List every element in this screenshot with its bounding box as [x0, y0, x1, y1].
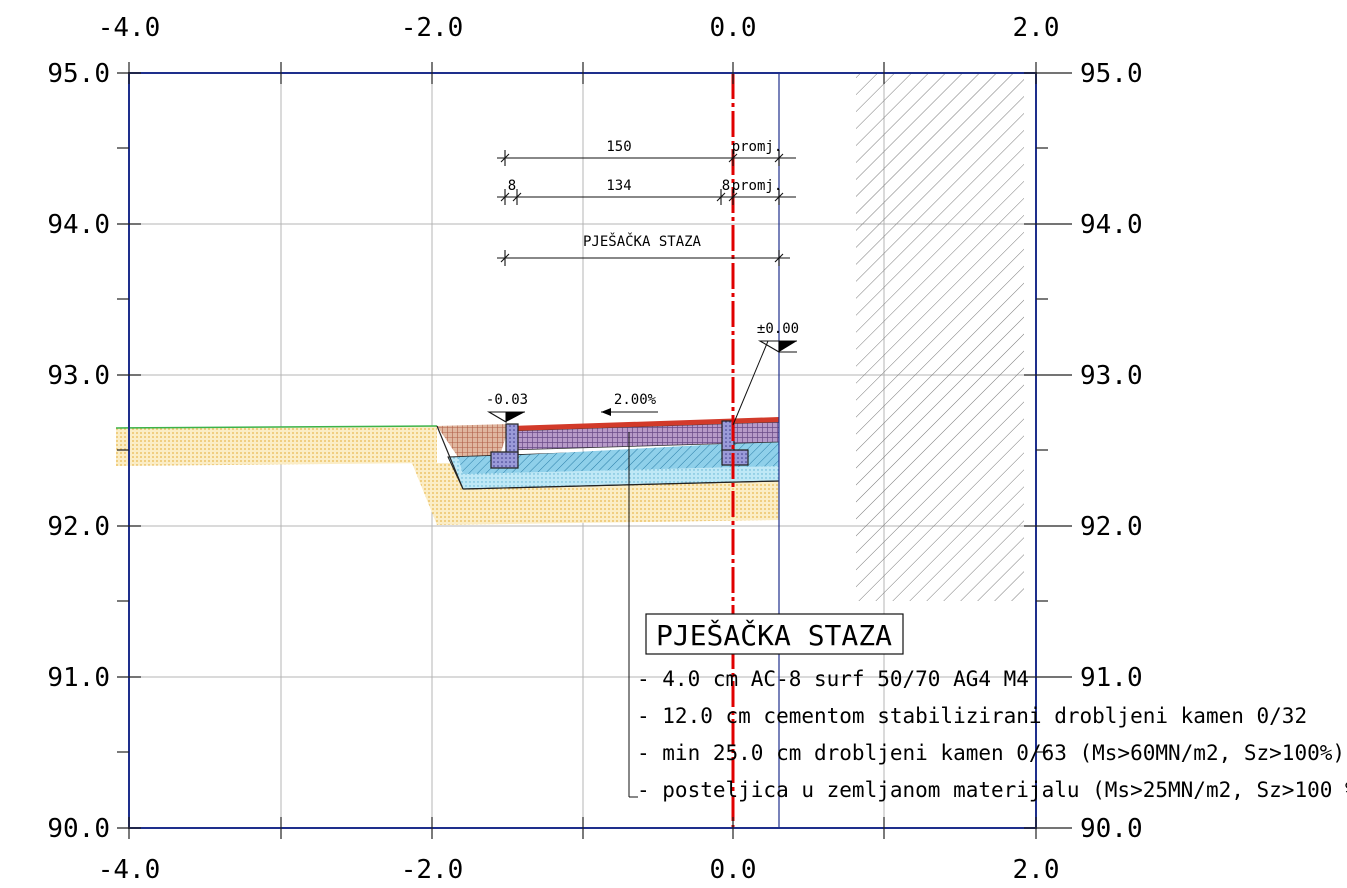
x-tick-top-label: 0.0: [710, 13, 757, 43]
ground-line: [115, 425, 438, 429]
y-tick-left-label: 90.0: [47, 814, 110, 844]
embankment: [116, 424, 779, 525]
dim-134-label: 134: [606, 178, 631, 194]
level-left-label: -0.03: [486, 392, 528, 408]
legend-item: - min 25.0 cm drobljeni kamen 0/63 (Ms>6…: [637, 741, 1345, 765]
dim-8-left-label: 8: [508, 178, 516, 194]
legend: PJEŠAČKA STAZA - 4.0 cm AC-8 surf 50/70 …: [637, 613, 1347, 802]
dim-span-label: PJEŠAČKA STAZA: [583, 232, 702, 250]
slope-label: 2.00%: [614, 392, 657, 408]
x-tick-bottom-label: -2.0: [401, 855, 464, 885]
slope-marker: 2.00%: [601, 392, 658, 416]
y-tick-left-label: 91.0: [47, 663, 110, 693]
legend-leaders: [628, 432, 638, 798]
x-tick-top-label: 2.0: [1013, 13, 1060, 43]
y-axis-left-labels: 95.0 94.0 93.0 92.0 91.0 90.0: [47, 59, 110, 844]
x-tick-bottom-label: 0.0: [710, 855, 757, 885]
right-curb: [721, 420, 749, 466]
dimension-lines: [497, 150, 796, 266]
y-tick-right-label: 92.0: [1080, 512, 1143, 542]
y-tick-left-label: 94.0: [47, 210, 110, 240]
level-right-label: ±0.00: [757, 321, 799, 337]
legend-item: - 12.0 cm cementom stabilizirani droblje…: [637, 704, 1307, 728]
retaining-wall-hatch: [856, 73, 1024, 601]
dimension-labels: 150 promj. 8 134 8 promj. PJEŠAČKA STAZA: [508, 139, 783, 250]
legend-item: - 4.0 cm AC-8 surf 50/70 AG4 M4: [637, 667, 1029, 691]
y-tick-left-label: 93.0: [47, 361, 110, 391]
pavement-layers: [436, 417, 780, 490]
y-tick-right-label: 95.0: [1080, 59, 1143, 89]
crushed-stone-layer: [458, 441, 779, 474]
y-axis-right-labels: 95.0 94.0 93.0 92.0 91.0 90.0: [1080, 59, 1143, 844]
y-tick-left-label: 92.0: [47, 512, 110, 542]
x-tick-bottom-label: -4.0: [98, 855, 161, 885]
y-tick-right-label: 91.0: [1080, 663, 1143, 693]
level-marker-left: -0.03: [486, 392, 528, 423]
dim-150-label: 150: [606, 139, 631, 155]
y-tick-left-label: 95.0: [47, 59, 110, 89]
legend-title: PJEŠAČKA STAZA: [656, 618, 892, 652]
x-tick-top-label: -4.0: [98, 13, 161, 43]
left-curb: [490, 423, 519, 469]
dim-promj-label: promj.: [732, 139, 783, 155]
dim-promj-label: promj.: [732, 178, 783, 194]
tick-marks: [117, 62, 1072, 839]
dim-8-right-label: 8: [722, 178, 730, 194]
x-axis-bottom-labels: -4.0 -2.0 0.0 2.0: [98, 855, 1060, 885]
x-tick-bottom-label: 2.0: [1013, 855, 1060, 885]
x-tick-top-label: -2.0: [401, 13, 464, 43]
asphalt-layer: [510, 417, 779, 431]
legend-title-box: [645, 613, 904, 655]
legend-item: - posteljica u zemljanom materijalu (Ms>…: [637, 778, 1347, 802]
y-tick-right-label: 90.0: [1080, 814, 1143, 844]
x-axis-top-labels: -4.0 -2.0 0.0 2.0: [98, 13, 1060, 43]
y-tick-right-label: 94.0: [1080, 210, 1143, 240]
level-marker-right: ±0.00: [732, 321, 799, 426]
y-tick-right-label: 93.0: [1080, 361, 1143, 391]
